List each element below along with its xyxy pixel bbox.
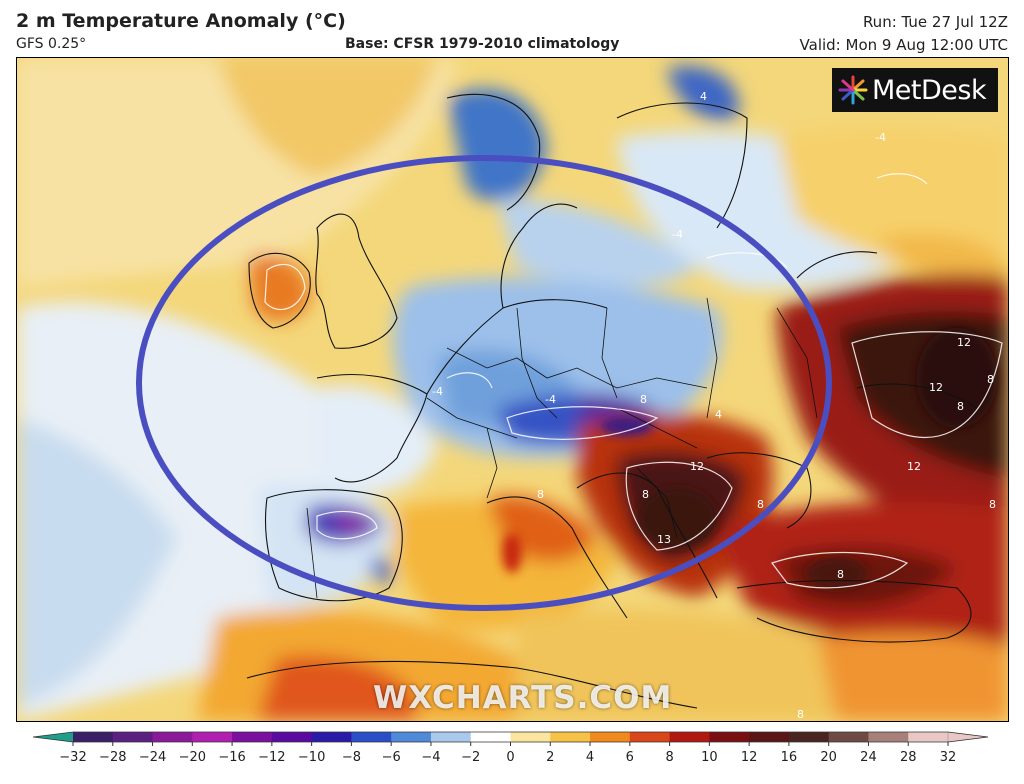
colorbar-tick-label: 24: [860, 750, 877, 765]
colorbar-segment: [391, 732, 432, 742]
colorbar-tick-label: 4: [585, 750, 595, 765]
colorbar-scale: [32, 731, 989, 746]
contour-label: 8: [640, 393, 647, 406]
colorbar-tick-label: 20: [820, 750, 837, 765]
contour-label: -4: [672, 228, 683, 241]
colorbar-tick-label: 16: [780, 750, 798, 765]
contour-label: 8: [837, 568, 844, 581]
colorbar-segment: [629, 732, 671, 742]
colorbar: −32 −28 −24 −20 −16 −12 −10 −8 −6 −4 −2 0 2 4 6 8 10 12 16…: [0, 727, 1024, 784]
country-borders: [306, 297, 818, 599]
contour-label: -4: [875, 131, 886, 144]
contour-label: 12: [690, 460, 704, 473]
contour-label: 8: [537, 488, 544, 501]
metdesk-logo-icon: [838, 75, 868, 105]
colorbar-tick-label: 12: [740, 750, 758, 765]
highlight-ellipse: [136, 155, 832, 611]
contour-label: 12: [957, 336, 971, 349]
colorbar-segment: [470, 732, 512, 742]
colorbar-tick-label: 32: [939, 750, 957, 765]
colorbar-segment: [590, 732, 631, 742]
colorbar-tick-label: −10: [297, 750, 326, 765]
colorbar-segment: [669, 732, 710, 742]
anomaly-detail-layer: [502, 328, 997, 589]
wxcharts-watermark: WXCHARTS.COM: [373, 680, 673, 716]
colorbar-segment: [550, 732, 591, 742]
colorbar-tick-label: 2: [546, 750, 555, 765]
colorbar-segment: [788, 732, 830, 742]
colorbar-tick-label: −12: [258, 750, 286, 765]
colorbar-segment: [311, 732, 353, 742]
colorbar-tick-label: −6: [381, 750, 401, 765]
colorbar-tick-label: −28: [99, 750, 127, 765]
colorbar-tick-label: 0: [506, 750, 515, 765]
contour-label: 13: [657, 533, 671, 546]
contour-label: 12: [929, 381, 943, 394]
contour-label: -4: [545, 393, 556, 406]
colorbar-segment: [351, 732, 392, 742]
colorbar-tick-label: −16: [218, 750, 246, 765]
contour-lines: [264, 173, 1003, 589]
colorbar-tick-label: −4: [421, 750, 441, 765]
colorbar-tick-label: −20: [178, 750, 207, 765]
colorbar-arrow-low: [33, 732, 73, 742]
colorbar-arrow-high: [947, 731, 989, 743]
contour-label: 4: [715, 408, 722, 421]
colorbar-segment: [828, 732, 870, 742]
colorbar-tick-label: 28: [899, 750, 917, 765]
contour-label: 8: [989, 498, 996, 511]
colorbar-tick-label: −8: [341, 750, 361, 765]
contour-label: 8: [757, 498, 764, 511]
colorbar-tick-label: 10: [701, 750, 718, 765]
contour-label: 8: [987, 373, 994, 386]
colorbar-segment: [192, 732, 233, 742]
contour-label: 12: [907, 460, 921, 473]
contour-label: -4: [432, 385, 443, 398]
valid-time-label: Valid: Mon 9 Aug 12:00 UTC: [799, 36, 1008, 54]
contour-label: 4: [700, 90, 707, 103]
colorbar-tick-label: 6: [625, 750, 634, 765]
colorbar-segment: [749, 732, 790, 742]
chart-title: 2 m Temperature Anomaly (°C): [16, 10, 346, 32]
contour-label: 8: [957, 400, 964, 413]
colorbar-segment: [868, 732, 909, 742]
colorbar-segment: [152, 732, 193, 742]
colorbar-tick-label: 8: [665, 750, 674, 765]
map-canvas: 4 -4 -4 -4 4 8 12 12 8 8 12 8 8 13 8 8 8…: [17, 58, 1008, 721]
colorbar-segment: [709, 732, 750, 742]
anomaly-map: 4 -4 -4 -4 4 8 12 12 8 8 12 8 8 13 8 8 8…: [16, 57, 1009, 722]
colorbar-segment: [271, 732, 313, 742]
metdesk-logo-text: MetDesk: [872, 74, 987, 106]
colorbar-segment: [232, 732, 273, 742]
colorbar-segment: [908, 732, 949, 742]
run-time-label: Run: Tue 27 Jul 12Z: [862, 13, 1008, 31]
colorbar-segment: [510, 732, 551, 742]
colorbar-segment: [430, 732, 472, 742]
colorbar-segment: [73, 732, 114, 742]
colorbar-tick-label: −24: [138, 750, 167, 765]
contour-label: 8: [642, 488, 649, 501]
contour-label-group: 4 -4 -4 -4 4 8 12 12 8 8 12 8 8 13 8 8 8…: [432, 90, 996, 721]
colorbar-tick-label: −2: [461, 750, 481, 765]
metdesk-logo: MetDesk: [832, 68, 998, 112]
colorbar-segment: [112, 732, 154, 742]
contour-label: 8: [797, 708, 804, 721]
colorbar-tick-label: −32: [59, 750, 87, 765]
climatology-base-label: Base: CFSR 1979-2010 climatology: [345, 36, 620, 52]
model-label: GFS 0.25°: [16, 36, 87, 52]
